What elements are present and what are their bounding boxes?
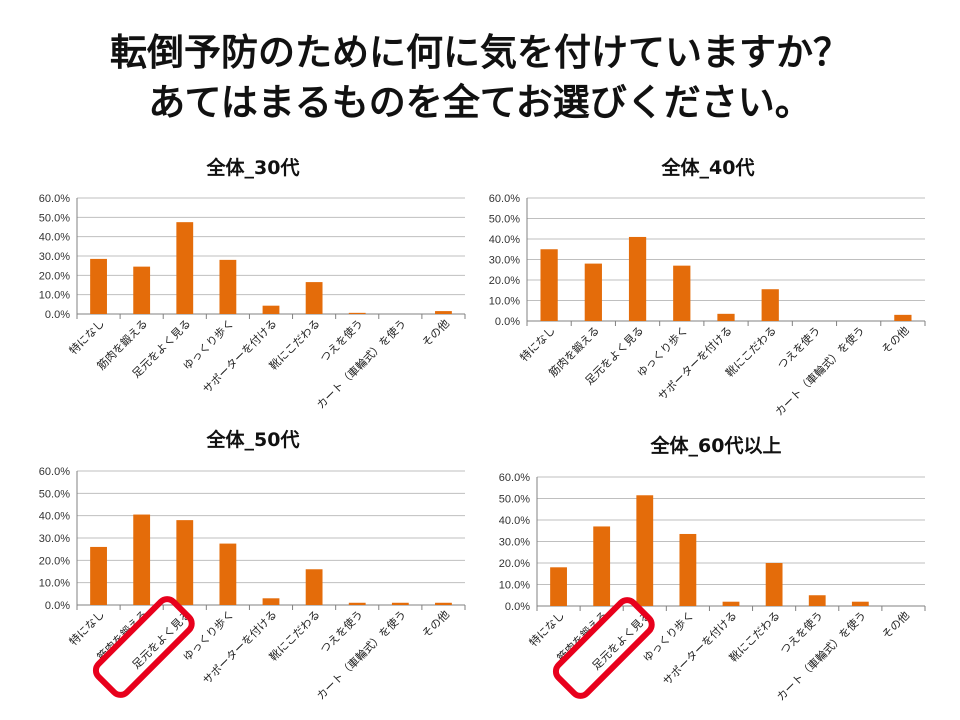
y-tick-label: 0.0% [45,309,70,321]
bar [593,526,611,606]
y-tick-label: 60.0% [489,193,520,205]
y-tick-label: 20.0% [499,558,530,570]
y-tick-label: 30.0% [39,533,70,545]
bar [851,601,869,606]
highlight-box [552,597,655,699]
bar [219,259,237,314]
chart-title: 全体_40代 [661,156,755,179]
y-tick-label: 20.0% [489,275,520,287]
y-tick-label: 20.0% [39,555,70,567]
bar [391,602,409,605]
y-tick-label: 40.0% [39,511,70,523]
bar [584,263,602,321]
bar [219,543,237,605]
x-tick-label: その他 [880,609,913,642]
y-tick-label: 0.0% [495,316,520,328]
bar [262,305,280,314]
slide-title: 転倒予防のために何に気を付けていますか？ あてはまるものを全てお選びください。 [0,28,960,128]
bar [348,312,366,314]
bar [550,567,567,606]
bar [808,595,826,606]
slide-title-line2: あてはまるものを全てお選びください。 [148,81,812,124]
y-tick-label: 50.0% [39,212,70,224]
highlight-box [92,596,195,698]
bar [722,601,740,606]
slide-title-line1: 転倒予防のために何に気を付けていますか？ [110,31,850,74]
bar [540,249,558,321]
y-tick-label: 60.0% [39,193,70,205]
y-tick-label: 10.0% [39,578,70,590]
chart-title: 全体_30代 [206,156,300,179]
y-tick-label: 40.0% [489,234,520,246]
bar [133,266,151,314]
y-tick-label: 40.0% [39,232,70,244]
y-tick-label: 10.0% [499,580,530,592]
bar [133,514,151,605]
chart-title: 全体_50代 [206,428,300,451]
y-tick-label: 0.0% [45,600,70,612]
y-tick-label: 0.0% [505,601,530,613]
bar [761,289,779,321]
y-tick-label: 50.0% [489,214,520,226]
bar [176,222,194,314]
y-tick-label: 50.0% [39,488,70,500]
y-tick-label: 20.0% [39,270,70,282]
bar [435,311,452,314]
y-tick-label: 30.0% [489,255,520,267]
bar [679,533,697,606]
y-tick-label: 40.0% [499,515,530,527]
x-tick-label: サポーターを付ける [660,609,739,688]
bar [673,265,691,321]
y-tick-label: 50.0% [499,494,530,506]
bar [348,602,366,605]
y-tick-label: 60.0% [499,472,530,484]
bar [90,546,107,605]
bar [262,598,280,605]
bar [765,563,783,606]
bar [628,236,647,321]
bar [305,569,323,605]
y-tick-label: 60.0% [39,466,70,478]
y-tick-label: 10.0% [39,290,70,302]
bar [305,282,323,314]
bar [636,495,654,606]
x-tick-label: 特になし [526,608,567,649]
bar [717,313,735,321]
chart-title: 全体_60代以上 [650,434,782,457]
bar [90,258,107,314]
y-tick-label: 30.0% [39,251,70,263]
y-tick-label: 10.0% [489,296,520,308]
bar [894,314,912,321]
bar [435,602,452,605]
y-tick-label: 30.0% [499,537,530,549]
bar [176,520,194,605]
